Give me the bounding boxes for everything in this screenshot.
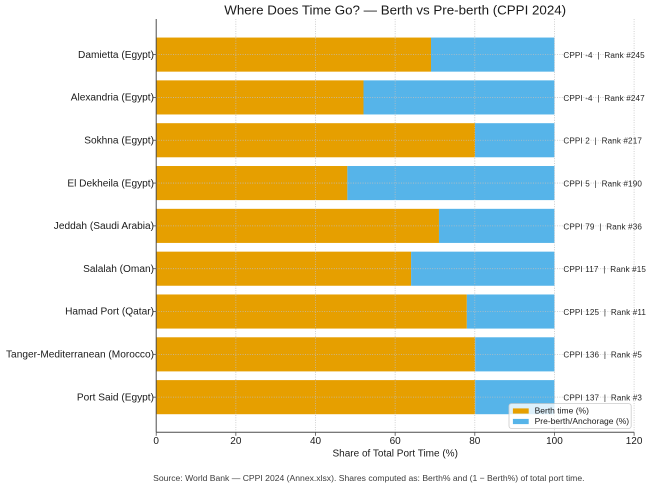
svg-text:Pre-berth/Anchorage (%): Pre-berth/Anchorage (%) <box>535 416 630 426</box>
svg-text:CPPI 117 | Rank #15: CPPI 117 | Rank #15 <box>563 265 646 274</box>
svg-text:CPPI 5 | Rank #190: CPPI 5 | Rank #190 <box>563 179 642 188</box>
svg-text:Where Does Time Go? — Berth vs: Where Does Time Go? — Berth vs Pre-berth… <box>224 2 566 17</box>
svg-text:20: 20 <box>230 436 242 447</box>
svg-text:Jeddah (Saudi Arabia): Jeddah (Saudi Arabia) <box>54 221 154 232</box>
svg-text:Sokhna (Egypt): Sokhna (Egypt) <box>84 135 154 146</box>
svg-text:Berth time (%): Berth time (%) <box>535 405 589 415</box>
svg-text:Share of Total Port Time (%): Share of Total Port Time (%) <box>332 448 457 459</box>
svg-text:Port Said (Egypt): Port Said (Egypt) <box>77 392 154 403</box>
svg-text:El Dekheila (Egypt): El Dekheila (Egypt) <box>67 178 154 189</box>
svg-text:Damietta (Egypt): Damietta (Egypt) <box>78 50 154 61</box>
svg-text:Alexandria (Egypt): Alexandria (Egypt) <box>71 93 154 104</box>
svg-text:60: 60 <box>390 436 402 447</box>
svg-text:100: 100 <box>546 436 563 447</box>
svg-text:CPPI 79 | Rank #36: CPPI 79 | Rank #36 <box>563 222 642 231</box>
svg-text:40: 40 <box>310 436 322 447</box>
svg-text:CPPI 125 | Rank #11: CPPI 125 | Rank #11 <box>563 308 646 317</box>
svg-text:Hamad Port (Qatar): Hamad Port (Qatar) <box>65 307 154 318</box>
svg-text:CPPI 137 | Rank #3: CPPI 137 | Rank #3 <box>563 394 642 403</box>
svg-text:CPPI 2 | Rank #217: CPPI 2 | Rank #217 <box>563 137 642 146</box>
svg-text:CPPI -4 | Rank #245: CPPI -4 | Rank #245 <box>563 51 645 60</box>
svg-text:Salalah (Oman): Salalah (Oman) <box>83 264 154 275</box>
svg-text:0: 0 <box>153 436 159 447</box>
svg-text:CPPI 136 | Rank #5: CPPI 136 | Rank #5 <box>563 351 642 360</box>
svg-text:80: 80 <box>469 436 481 447</box>
svg-text:Source: World Bank — CPPI 2024: Source: World Bank — CPPI 2024 (Annex.xl… <box>153 473 584 483</box>
svg-text:Tanger-Mediterranean (Morocco): Tanger-Mediterranean (Morocco) <box>6 350 154 361</box>
svg-text:120: 120 <box>626 436 643 447</box>
svg-text:CPPI -4 | Rank #247: CPPI -4 | Rank #247 <box>563 94 645 103</box>
